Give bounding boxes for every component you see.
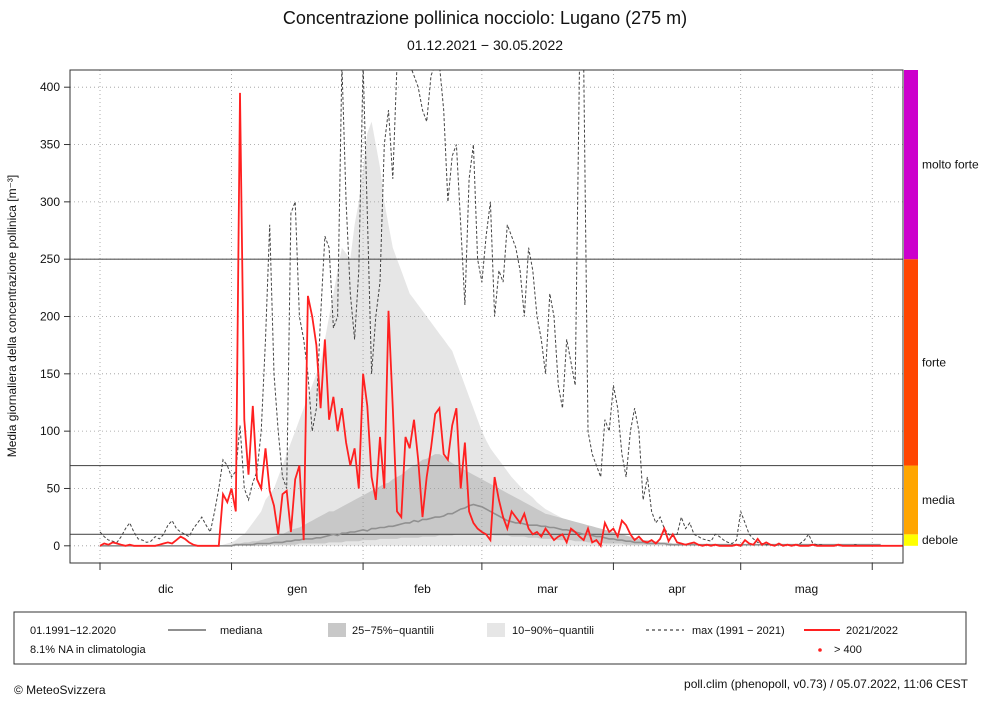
quantile-bands bbox=[100, 121, 881, 546]
y-tick-label-50: 50 bbox=[47, 481, 61, 495]
class-label-forte: forte bbox=[922, 355, 946, 369]
legend-current-label: 2021/2022 bbox=[846, 625, 898, 637]
y-tick-label-400: 400 bbox=[40, 80, 60, 94]
x-axis: dic gen feb mar apr mag bbox=[99, 563, 873, 596]
y-tick-label-350: 350 bbox=[40, 138, 60, 152]
x-month-label-mar: mar bbox=[537, 582, 558, 596]
class-band-forte bbox=[904, 259, 918, 466]
y-tick-label-0: 0 bbox=[53, 539, 60, 553]
x-month-label-apr: apr bbox=[668, 582, 685, 596]
y-tick-label-150: 150 bbox=[40, 367, 60, 381]
legend-q25-75-swatch bbox=[328, 623, 346, 637]
legend-period: 01.1991−12.2020 bbox=[30, 625, 116, 637]
class-band-molto-forte bbox=[904, 70, 918, 260]
chart-title: Concentrazione pollinica nocciolo: Lugan… bbox=[283, 8, 687, 28]
x-month-label-dic: dic bbox=[158, 582, 173, 596]
y-tick-label-200: 200 bbox=[40, 310, 60, 324]
footer-copyright: © MeteoSvizzera bbox=[14, 683, 106, 697]
legend: 01.1991−12.2020 8.1% NA in climatologia … bbox=[13, 611, 967, 665]
legend-q10-90-label: 10−90%−quantili bbox=[512, 625, 594, 637]
class-bar: debole media forte molto forte bbox=[904, 70, 979, 547]
class-band-debole bbox=[904, 534, 918, 546]
x-month-label-gen: gen bbox=[287, 582, 307, 596]
class-label-debole: debole bbox=[922, 533, 958, 547]
legend-over400-label: > 400 bbox=[834, 644, 862, 656]
x-month-label-mag: mag bbox=[795, 582, 818, 596]
x-month-label-feb: feb bbox=[414, 582, 431, 596]
legend-q25-75-label: 25−75%−quantili bbox=[352, 625, 434, 637]
footer-source: poll.clim (phenopoll, v0.73) / 05.07.202… bbox=[684, 677, 969, 691]
chart-subtitle: 01.12.2021 − 30.05.2022 bbox=[407, 37, 563, 53]
legend-max-label: max (1991 − 2021) bbox=[692, 625, 785, 637]
class-band-media bbox=[904, 465, 918, 535]
y-tick-label-300: 300 bbox=[40, 195, 60, 209]
legend-q10-90-swatch bbox=[487, 623, 505, 637]
plot-area: 0 50 100 150 200 250 300 350 400 dic gen feb mar apr… bbox=[40, 69, 979, 596]
legend-na-note: 8.1% NA in climatologia bbox=[30, 644, 146, 656]
legend-over400-marker bbox=[818, 648, 822, 652]
legend-median-label: mediana bbox=[220, 625, 263, 637]
class-label-molto-forte: molto forte bbox=[922, 158, 979, 172]
legend-frame bbox=[13, 611, 967, 665]
class-label-media: media bbox=[922, 493, 955, 507]
series-lines bbox=[99, 70, 903, 548]
band-q25-75 bbox=[100, 454, 881, 546]
y-tick-label-250: 250 bbox=[40, 252, 60, 266]
band-q10-90 bbox=[100, 121, 873, 546]
y-axis: 0 50 100 150 200 250 300 350 400 bbox=[40, 70, 71, 563]
current-season-line bbox=[99, 92, 903, 548]
y-axis-label: Media giornaliera della concentrazione p… bbox=[5, 175, 19, 457]
y-tick-label-100: 100 bbox=[40, 424, 60, 438]
